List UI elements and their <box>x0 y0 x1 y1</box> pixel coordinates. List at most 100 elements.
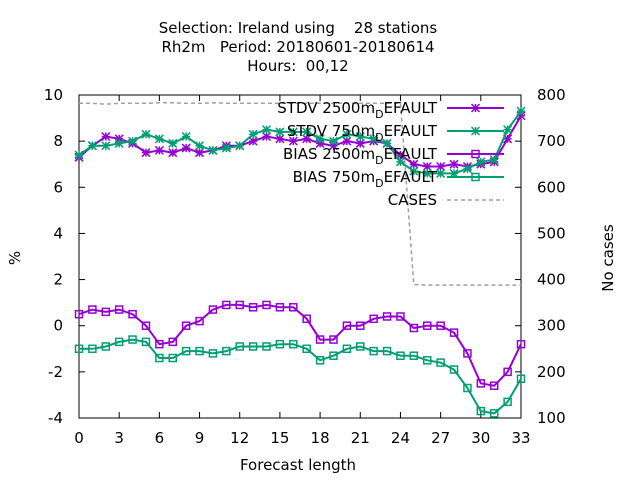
data-point <box>275 303 285 312</box>
data-point <box>463 349 472 358</box>
data-point <box>288 136 298 146</box>
data-point <box>516 106 526 116</box>
data-point <box>248 136 258 146</box>
data-point <box>409 351 419 360</box>
data-point <box>463 383 472 393</box>
legend-entry: STDV 750mDEFAULT <box>287 122 504 144</box>
series-3 <box>74 335 526 418</box>
data-point <box>436 161 446 172</box>
data-point <box>356 321 365 330</box>
data-point <box>369 346 378 356</box>
x-tick-label: 0 <box>74 429 84 447</box>
legend-label: BIAS 2500mDEFAULT <box>283 145 438 167</box>
data-point <box>141 148 151 158</box>
data-point <box>74 150 84 160</box>
data-point <box>342 344 352 354</box>
data-point <box>369 134 379 144</box>
data-point <box>74 309 84 319</box>
series-layer <box>74 102 526 418</box>
data-point <box>181 143 191 153</box>
data-point <box>329 351 338 360</box>
data-point <box>355 131 365 142</box>
data-point <box>262 342 271 351</box>
y-tick-label: 10 <box>44 86 63 104</box>
data-point <box>101 307 111 317</box>
data-point <box>462 164 472 174</box>
data-point <box>155 339 164 349</box>
data-point <box>221 143 231 153</box>
title-line-1: Selection: Ireland using 28 stations <box>159 19 438 37</box>
legend-entry: CASES <box>388 191 504 209</box>
data-point <box>154 134 164 144</box>
y2-tick-label: 500 <box>537 224 566 242</box>
data-point <box>101 141 111 151</box>
data-point <box>422 356 432 365</box>
series-2 <box>74 300 526 390</box>
x-tick-label: 12 <box>230 429 249 447</box>
x-axis-ticks: 0 3 6 9 12 15 18 21 24 27 30 33 <box>74 95 531 447</box>
legend-label: STDV 2500mDEFAULT <box>277 99 438 121</box>
data-point <box>222 300 231 310</box>
data-point <box>422 168 432 178</box>
data-point <box>476 157 486 167</box>
data-point <box>489 155 499 165</box>
data-point <box>74 344 84 354</box>
legend-marker <box>471 172 480 182</box>
data-point <box>275 127 285 137</box>
x-tick-label: 3 <box>114 429 124 447</box>
y-axis-label: % <box>6 251 24 265</box>
data-point <box>155 353 164 363</box>
data-point <box>289 339 298 349</box>
data-point <box>503 125 513 135</box>
data-point <box>88 344 97 354</box>
data-point <box>114 305 124 314</box>
y-tick-label: 0 <box>53 317 63 335</box>
data-point <box>342 136 352 146</box>
data-point <box>248 342 258 351</box>
data-point <box>342 129 352 139</box>
data-point <box>195 316 204 326</box>
x-tick-label: 15 <box>270 429 289 447</box>
data-point <box>302 127 312 137</box>
data-point <box>422 161 432 172</box>
y2-axis-label: No cases <box>599 224 617 292</box>
y2-tick-label: 200 <box>537 363 566 381</box>
y-tick-label: 8 <box>53 132 63 150</box>
data-point <box>396 312 405 321</box>
data-point <box>503 397 512 407</box>
data-point <box>328 136 339 146</box>
data-point <box>141 337 151 347</box>
data-point <box>168 148 178 158</box>
data-point <box>409 159 419 169</box>
data-point <box>248 303 258 312</box>
data-point <box>476 379 486 388</box>
data-point <box>315 335 325 344</box>
data-point <box>195 346 204 356</box>
title-line-3: Hours: 00,12 <box>247 57 348 75</box>
series-line <box>78 303 522 387</box>
data-point <box>315 356 325 365</box>
data-point <box>101 342 111 351</box>
data-point <box>516 374 526 384</box>
data-point <box>261 125 272 135</box>
data-point <box>141 129 151 139</box>
data-point <box>235 300 244 310</box>
y2-axis-ticks: 100 200 300 400 500 600 700 800 <box>515 86 566 427</box>
legend-marker <box>471 149 480 159</box>
x-axis-label: Forecast length <box>240 456 356 474</box>
series-line <box>78 110 522 175</box>
data-point <box>128 136 138 146</box>
chart-title: Selection: Ireland using 28 stations Rh2… <box>159 19 438 75</box>
y-tick-label: 2 <box>53 271 63 289</box>
legend-label: CASES <box>388 191 437 209</box>
y-tick-label: 6 <box>53 178 63 196</box>
x-tick-label: 27 <box>431 429 450 447</box>
data-point <box>181 131 191 142</box>
legend-entry: BIAS 750mDEFAULT <box>293 168 504 190</box>
data-point <box>489 409 499 418</box>
data-point <box>87 141 97 151</box>
data-point <box>449 365 459 374</box>
data-point <box>168 138 178 148</box>
data-point <box>88 305 97 314</box>
